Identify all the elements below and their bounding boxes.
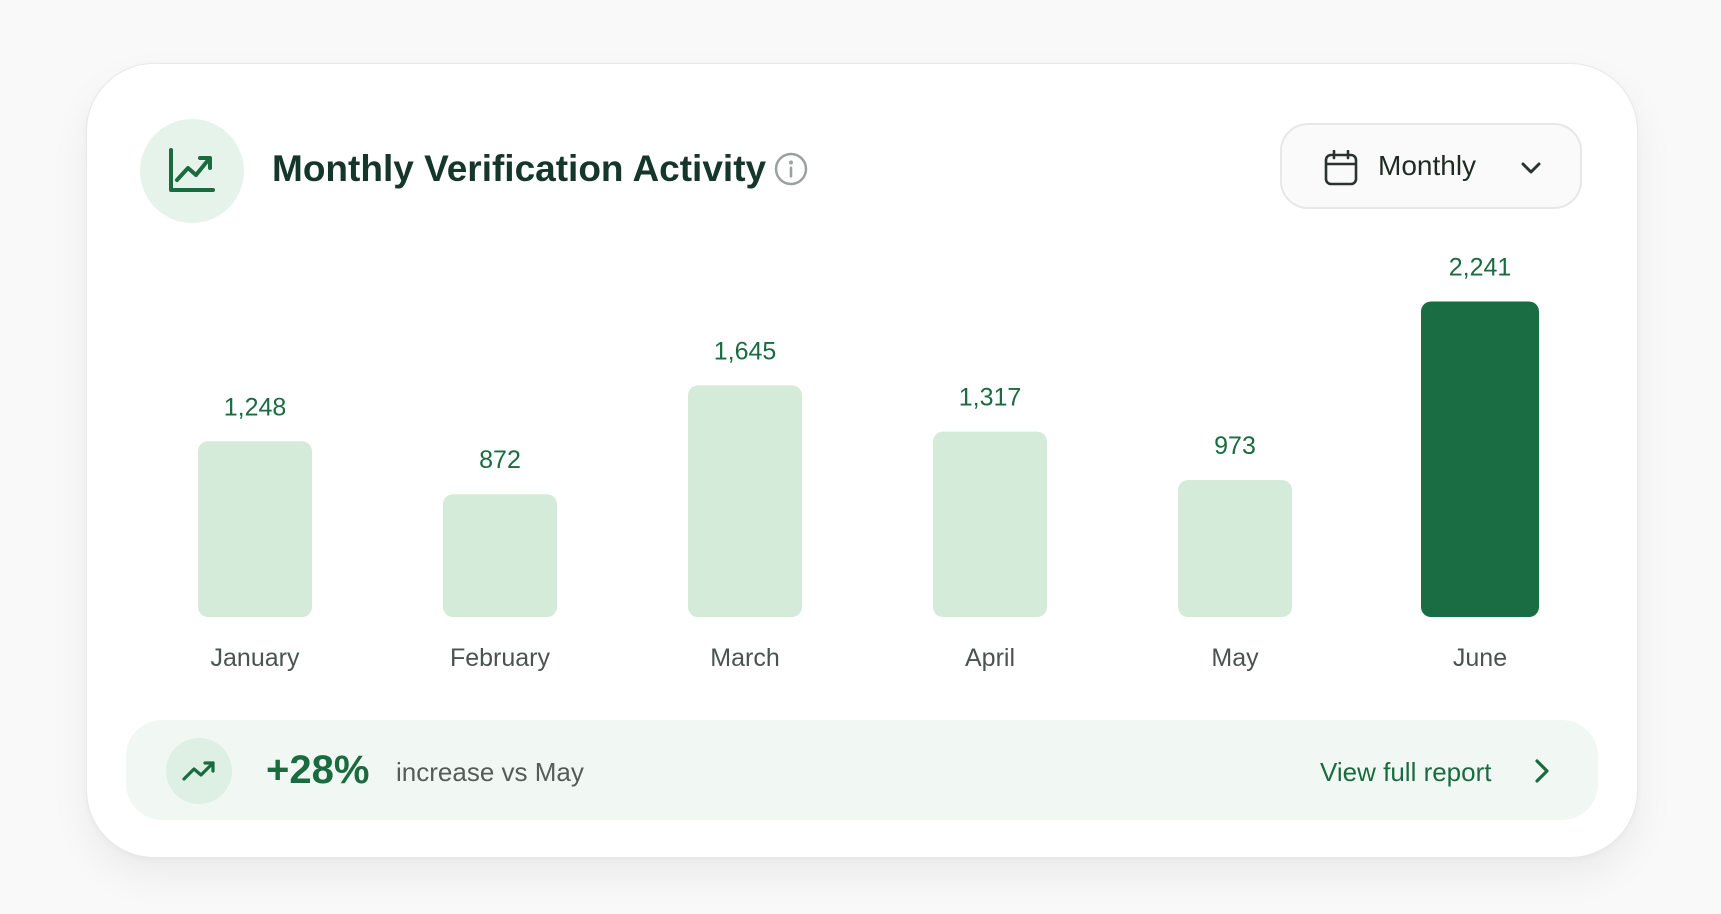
bar-value-label: 1,248 [224,393,287,421]
bar-chart: 1,248 January 872 February 1,645 March 1,317 Ap… [198,253,1539,672]
category-label: April [965,644,1015,672]
bar-value-label: 872 [479,446,521,474]
trending-up-icon [182,761,215,781]
category-label: January [211,644,300,672]
category-label: June [1453,644,1507,672]
change-percentage: +28% [266,748,370,792]
category-label: February [450,644,551,672]
header-icon-badge [140,119,244,223]
chevron-down-icon [1521,162,1541,174]
trending-chart-icon [169,148,215,192]
bar-value-label: 973 [1214,432,1256,460]
bar-value-label: 2,241 [1449,253,1512,281]
view-full-report-link[interactable]: View full report [1320,757,1492,787]
bar-march[interactable] [688,385,802,617]
card-title: Monthly Verification Activity [272,148,767,189]
bar-february[interactable] [443,494,557,617]
period-select[interactable]: Monthly [1280,123,1582,209]
calendar-icon [1324,150,1358,186]
period-select-value: Monthly [1378,150,1477,181]
bar-value-label: 1,317 [959,384,1022,412]
footer-icon-badge [166,738,232,804]
summary-footer: +28% increase vs May View full report [126,720,1598,820]
bar-may[interactable] [1178,480,1292,617]
category-label: March [710,644,779,672]
bar-april[interactable] [933,431,1047,617]
bar-january[interactable] [198,441,312,617]
bar-june[interactable] [1421,301,1539,617]
bar-value-label: 1,645 [714,337,777,365]
change-description: increase vs May [396,757,584,787]
info-icon[interactable] [774,152,808,186]
chevron-right-icon[interactable] [1528,756,1556,786]
category-label: May [1211,644,1259,672]
